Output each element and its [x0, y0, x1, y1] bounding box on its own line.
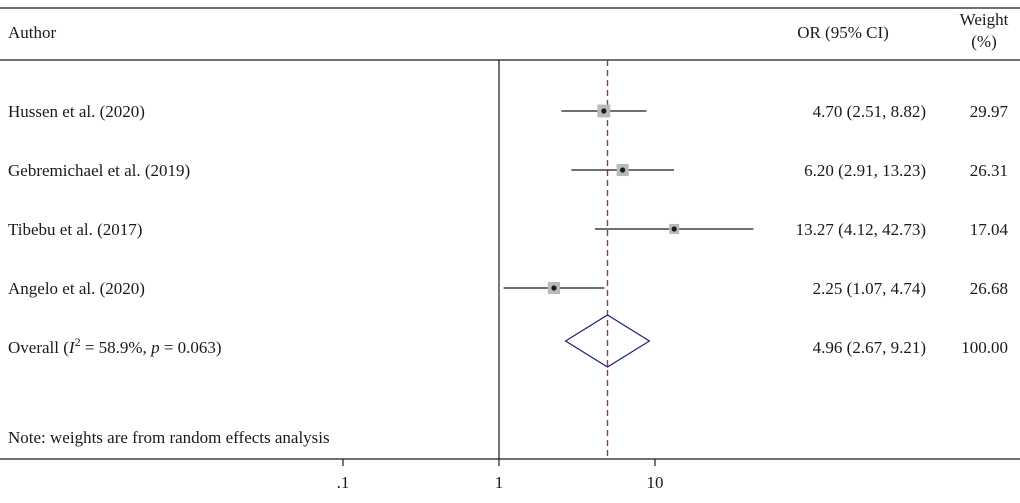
point-estimate [620, 167, 626, 173]
x-tick-label: .1 [337, 473, 350, 492]
study-or-ci: 13.27 (4.12, 42.73) [796, 220, 926, 239]
study-or-ci: 2.25 (1.07, 4.74) [813, 279, 926, 298]
study-weight: 17.04 [970, 220, 1009, 239]
study-weight: 26.31 [970, 161, 1008, 180]
study-rows: Hussen et al. (2020) 4.70 (2.51, 8.82) 29.… [8, 102, 1009, 298]
study-or-ci: 6.20 (2.91, 13.23) [804, 161, 926, 180]
header-weight-line2: (%) [971, 32, 996, 51]
point-estimate [551, 285, 557, 291]
overall-weight: 100.00 [961, 338, 1008, 357]
x-tick-label: 1 [495, 473, 504, 492]
header-author: Author [8, 23, 57, 42]
point-estimate [671, 226, 677, 232]
footnote: Note: weights are from random effects an… [8, 428, 330, 447]
header-or-ci: OR (95% CI) [797, 23, 889, 42]
study-or-ci: 4.70 (2.51, 8.82) [813, 102, 926, 121]
x-axis: .1 1 10 [337, 459, 664, 492]
study-author: Angelo et al. (2020) [8, 279, 145, 298]
study-author: Tibebu et al. (2017) [8, 220, 142, 239]
study-author: Hussen et al. (2020) [8, 102, 145, 121]
overall-or-ci: 4.96 (2.67, 9.21) [813, 338, 926, 357]
study-weight: 26.68 [970, 279, 1008, 298]
x-tick-label: 10 [647, 473, 664, 492]
overall-label: Overall (I2 = 58.9%, p = 0.063) [8, 335, 222, 357]
point-estimate [601, 108, 607, 114]
header-weight-line1: Weight [960, 10, 1009, 29]
study-author: Gebremichael et al. (2019) [8, 161, 190, 180]
overall-diamond [564, 314, 651, 368]
study-weight: 29.97 [970, 102, 1009, 121]
